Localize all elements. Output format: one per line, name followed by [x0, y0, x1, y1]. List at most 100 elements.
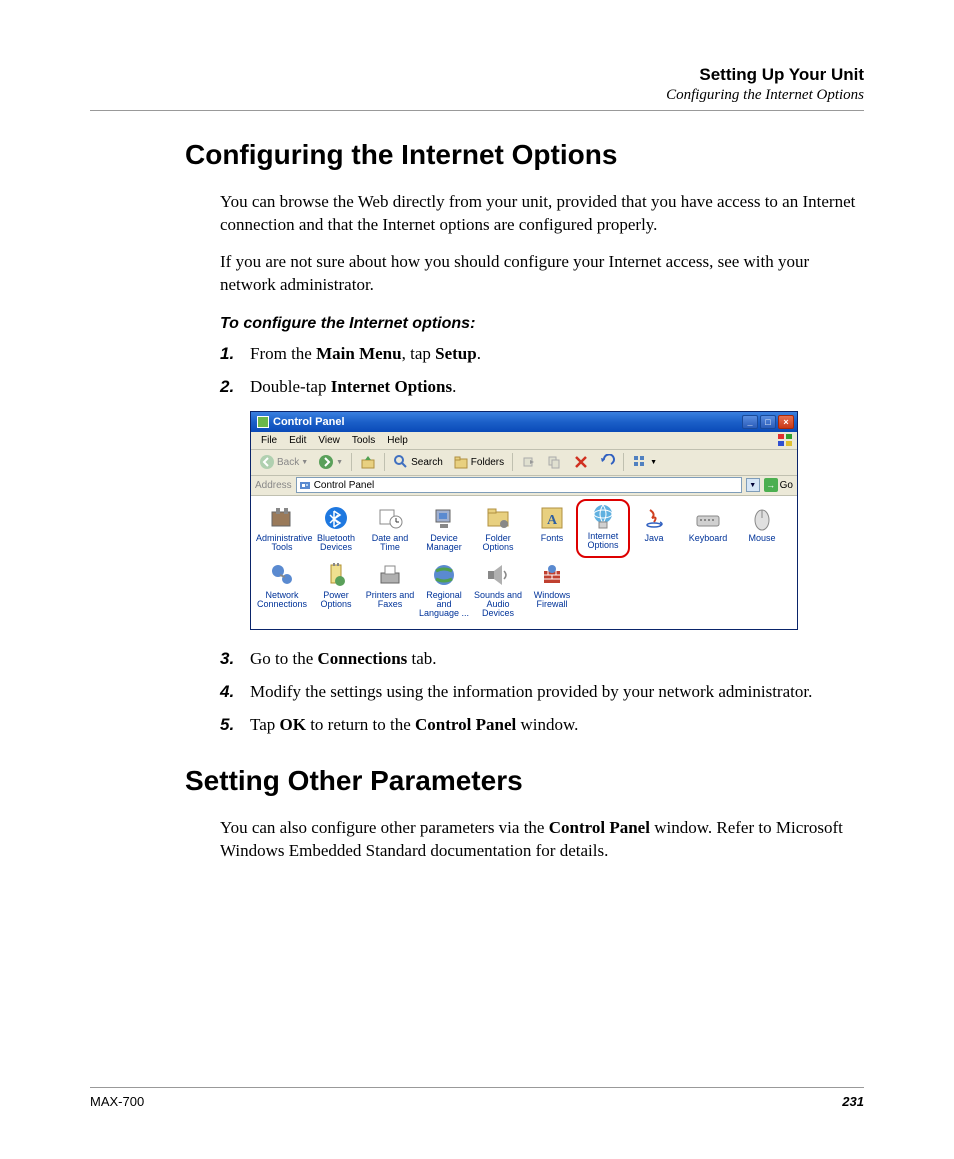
cp-icon-image: A — [538, 504, 566, 532]
paragraph-intro-1: You can browse the Web directly from you… — [220, 191, 864, 237]
header-rule — [90, 110, 864, 111]
step-number: 5. — [220, 714, 250, 737]
step: 2.Double-tap Internet Options. — [220, 376, 864, 399]
cp-icon-label: Bluetooth Devices — [310, 534, 362, 553]
cp-icon-label: Fonts — [526, 534, 578, 543]
cp-icon-device-manager[interactable]: Device Manager — [417, 502, 471, 555]
cp-icon-image — [268, 504, 296, 532]
views-button[interactable]: ▼ — [628, 452, 661, 472]
close-button[interactable]: × — [778, 415, 794, 429]
search-button[interactable]: Search — [389, 452, 447, 472]
step: 1.From the Main Menu, tap Setup. — [220, 343, 864, 366]
cp-icon-internet-options[interactable]: Internet Options — [576, 499, 630, 558]
step-number: 4. — [220, 681, 250, 704]
cp-toolbar: Back ▼ ▼ Search — [251, 450, 797, 476]
menu-tools[interactable]: Tools — [346, 433, 381, 448]
cp-icon-image — [430, 504, 458, 532]
step-text: Double-tap Internet Options. — [250, 376, 864, 399]
folders-icon — [453, 454, 469, 470]
go-icon: → — [764, 478, 778, 492]
folders-button[interactable]: Folders — [449, 452, 508, 472]
menu-help[interactable]: Help — [381, 433, 414, 448]
move-to-icon — [521, 454, 537, 470]
heading-configuring: Configuring the Internet Options — [185, 139, 864, 171]
search-label: Search — [411, 457, 443, 468]
forward-button[interactable]: ▼ — [314, 452, 347, 472]
step-text: Modify the settings using the informatio… — [250, 681, 864, 704]
cp-icon-fonts[interactable]: A Fonts — [525, 502, 579, 555]
paragraph-intro-2: If you are not sure about how you should… — [220, 251, 864, 297]
address-value: Control Panel — [314, 480, 375, 491]
cp-icon-image — [322, 561, 350, 589]
instructions-heading: To configure the Internet options: — [220, 315, 864, 333]
go-button[interactable]: → Go — [764, 478, 793, 492]
copy-to-icon — [547, 454, 563, 470]
cp-icon-image — [748, 504, 776, 532]
cp-icon-image — [376, 504, 404, 532]
cp-icon-image — [538, 561, 566, 589]
delete-icon — [573, 454, 589, 470]
minimize-button[interactable]: _ — [742, 415, 758, 429]
footer-rule — [90, 1087, 864, 1088]
cp-icon-date-and-time[interactable]: Date and Time — [363, 502, 417, 555]
menu-file[interactable]: File — [255, 433, 283, 448]
address-icon — [299, 479, 311, 491]
cp-icon-java[interactable]: Java — [627, 502, 681, 555]
step: 4.Modify the settings using the informat… — [220, 681, 864, 704]
cp-icon-windows-firewall[interactable]: Windows Firewall — [525, 559, 579, 621]
step: 5.Tap OK to return to the Control Panel … — [220, 714, 864, 737]
folders-label: Folders — [471, 457, 504, 468]
cp-icon-label: Printers and Faxes — [364, 591, 416, 610]
cp-icon-regional-and-language-[interactable]: Regional and Language ... — [417, 559, 471, 621]
cp-icon-network-connections[interactable]: Network Connections — [255, 559, 309, 621]
cp-icon-mouse[interactable]: Mouse — [735, 502, 789, 555]
cp-icon-label: Power Options — [310, 591, 362, 610]
cp-title-text: Control Panel — [273, 416, 740, 428]
maximize-button[interactable]: □ — [760, 415, 776, 429]
cp-icon-label: Internet Options — [577, 532, 629, 551]
go-label: Go — [780, 480, 793, 491]
cp-icon-label: Windows Firewall — [526, 591, 578, 610]
cp-icon-label: Network Connections — [256, 591, 308, 610]
search-icon — [393, 454, 409, 470]
undo-button[interactable] — [595, 452, 619, 472]
copy-to-button[interactable] — [543, 452, 567, 472]
undo-icon — [599, 454, 615, 470]
step-number: 1. — [220, 343, 250, 366]
step-text: Tap OK to return to the Control Panel wi… — [250, 714, 864, 737]
cp-icon-administrative-tools[interactable]: Administrative Tools — [255, 502, 309, 555]
section-subtitle: Configuring the Internet Options — [90, 87, 864, 104]
address-field[interactable]: Control Panel — [296, 477, 742, 493]
delete-button[interactable] — [569, 452, 593, 472]
cp-icon-printers-and-faxes[interactable]: Printers and Faxes — [363, 559, 417, 621]
step-text: Go to the Connections tab. — [250, 648, 864, 671]
cp-icon-sounds-and-audio-devices[interactable]: Sounds and Audio Devices — [471, 559, 525, 621]
move-to-button[interactable] — [517, 452, 541, 472]
menu-edit[interactable]: Edit — [283, 433, 312, 448]
cp-icon-keyboard[interactable]: Keyboard — [681, 502, 735, 555]
cp-icon-image — [268, 561, 296, 589]
footer-page-number: 231 — [842, 1094, 864, 1109]
cp-menubar: FileEditViewToolsHelp — [251, 432, 797, 450]
cp-icon-folder-options[interactable]: Folder Options — [471, 502, 525, 555]
cp-icon-image — [484, 561, 512, 589]
menu-view[interactable]: View — [312, 433, 346, 448]
cp-icon-bluetooth-devices[interactable]: Bluetooth Devices — [309, 502, 363, 555]
address-dropdown[interactable]: ▼ — [746, 478, 760, 492]
up-folder-icon — [360, 454, 376, 470]
paragraph-other: You can also configure other parameters … — [220, 817, 864, 863]
back-label: Back — [277, 457, 299, 468]
cp-icon-image — [484, 504, 512, 532]
footer-model: MAX-700 — [90, 1094, 144, 1109]
cp-icon-power-options[interactable]: Power Options — [309, 559, 363, 621]
page-footer: MAX-700 231 — [90, 1087, 864, 1109]
svg-text:A: A — [547, 513, 558, 528]
cp-icon-label: Administrative Tools — [256, 534, 308, 553]
back-button[interactable]: Back ▼ — [255, 452, 312, 472]
up-button[interactable] — [356, 452, 380, 472]
cp-titlebar[interactable]: Control Panel _ □ × — [251, 412, 797, 432]
cp-icon-label: Sounds and Audio Devices — [472, 591, 524, 619]
cp-icon-area: Administrative ToolsBluetooth DevicesDat… — [251, 496, 797, 629]
heading-other-parameters: Setting Other Parameters — [185, 765, 864, 797]
chapter-title: Setting Up Your Unit — [90, 65, 864, 85]
